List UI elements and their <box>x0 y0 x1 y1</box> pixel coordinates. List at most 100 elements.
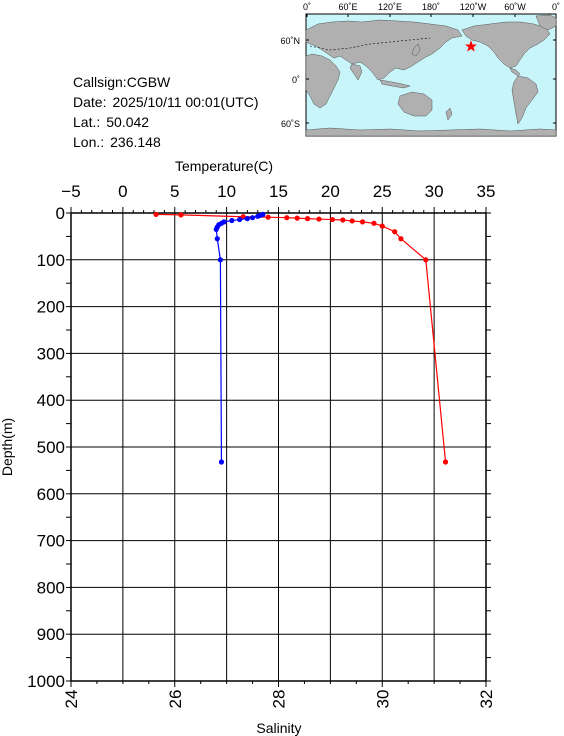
map-ticks <box>306 14 557 124</box>
salinity-tick-label: 26 <box>166 690 185 709</box>
depth-axis-title: Depth(m) <box>0 418 15 476</box>
temperature-line <box>156 213 447 463</box>
temperature-tick-label: 30 <box>425 182 444 201</box>
land-africa <box>305 53 341 109</box>
temperature-axis-title: Temperature(C) <box>175 158 273 174</box>
temperature-tick-label: 0 <box>118 182 127 201</box>
temperature-point <box>153 211 159 218</box>
lat-value: 50.042 <box>106 114 150 130</box>
callsign-value: CGBW <box>126 74 171 90</box>
map-longitude-labels: 0˚ 60˚E 120˚E 180˚ 120˚W 60˚W 0˚ <box>303 2 560 12</box>
temperature-point <box>240 214 246 220</box>
map-land <box>305 14 557 137</box>
map-lon-label: 60˚W <box>504 2 526 12</box>
depth-tick-label: 600 <box>37 485 65 504</box>
map-lat-label: 60˚N <box>280 36 300 46</box>
temperature-point <box>316 216 322 222</box>
world-map: 0˚ 60˚E 120˚E 180˚ 120˚W 60˚W 0˚ 60˚N 0˚ 60˚S <box>280 2 560 137</box>
callsign-row: Callsign:CGBW <box>73 72 259 92</box>
depth-tick-label: 1000 <box>27 672 65 691</box>
map-lon-label: 0˚ <box>552 2 560 12</box>
temperature-point <box>284 215 290 221</box>
salinity-point <box>213 226 219 232</box>
land-greenland <box>535 14 557 31</box>
land-antarctica <box>305 127 557 137</box>
date-row: Date: 2025/10/11 00:01(UTC) <box>73 92 259 112</box>
land-indonesia <box>379 79 411 89</box>
temperature-tick-label: 25 <box>373 182 392 201</box>
salinity-point <box>244 216 250 222</box>
salinity-tick-label: 30 <box>373 690 392 709</box>
salinity-tick-label: 28 <box>270 690 289 709</box>
depth-tick-label: 700 <box>37 532 65 551</box>
plot-frame <box>70 212 487 682</box>
temperature-point <box>265 214 271 220</box>
temperature-tick-labels: −5 0 5 10 15 20 25 30 35 <box>61 182 495 201</box>
temperature-point <box>329 216 336 223</box>
temperature-point <box>294 215 300 221</box>
date-value: 2025/10/11 00:01(UTC) <box>112 94 259 110</box>
temperature-tick-label: 15 <box>269 182 288 201</box>
salinity-tick-label: 24 <box>62 690 81 709</box>
date-label: Date: <box>73 94 107 110</box>
salinity-axis-title: Salinity <box>256 720 301 736</box>
salinity-point <box>214 236 220 242</box>
temperature-point <box>392 229 398 235</box>
temperature-tick-label: −5 <box>61 182 80 201</box>
land-central-america <box>509 67 521 77</box>
salinity-point <box>236 216 243 223</box>
lon-value: 236.148 <box>110 134 161 150</box>
depth-tick-label: 900 <box>37 625 65 644</box>
salinity-point <box>255 213 261 219</box>
temperature-point <box>371 220 377 226</box>
depth-tick-labels: 0 100 200 300 400 500 600 700 800 900 1000 <box>27 204 65 691</box>
depth-tick-label: 100 <box>37 251 65 270</box>
salinity-point <box>217 257 223 263</box>
salinity-point <box>229 217 235 224</box>
lon-row: Lon.: 236.148 <box>73 132 259 152</box>
lat-label: Lat.: <box>73 114 101 130</box>
temperature-point <box>423 257 429 263</box>
depth-tick-label: 300 <box>37 344 65 363</box>
depth-tick-label: 800 <box>37 578 65 597</box>
map-latitude-labels: 60˚N 0˚ 60˚S <box>280 36 300 129</box>
land-japan <box>411 43 421 57</box>
salinity-tick-labels: 24 26 28 30 32 <box>62 690 496 709</box>
temperature-tick-label: 5 <box>170 182 179 201</box>
map-lon-label: 120˚E <box>378 2 402 12</box>
land-north-america <box>461 21 551 69</box>
temperature-tick-label: 35 <box>477 182 496 201</box>
grid-lines <box>71 213 486 681</box>
temperature-point <box>359 219 366 225</box>
station-marker-star-icon <box>465 40 477 52</box>
temperature-point <box>379 223 385 229</box>
station-info: Callsign:CGBW Date: 2025/10/11 00:01(UTC)… <box>73 72 259 152</box>
temperature-point <box>442 459 449 465</box>
salinity-point <box>218 459 225 465</box>
depth-tick-label: 400 <box>37 391 65 410</box>
temperature-point <box>340 217 346 223</box>
temperature-point <box>178 212 184 218</box>
lat-row: Lat.: 50.042 <box>73 112 259 132</box>
map-border-line <box>309 37 431 51</box>
map-lon-label: 120˚W <box>460 2 487 12</box>
temperature-point <box>349 218 355 224</box>
land-new-zealand <box>445 107 453 121</box>
data-series <box>153 211 449 465</box>
map-lat-label: 0˚ <box>292 75 300 85</box>
land-india <box>349 63 363 81</box>
temperature-point <box>304 216 311 222</box>
salinity-tick-label: 32 <box>477 690 496 709</box>
depth-tick-label: 0 <box>56 204 65 223</box>
temperature-tick-label: 20 <box>321 182 340 201</box>
temperature-tick-label: 10 <box>217 182 236 201</box>
salinity-line <box>215 213 264 462</box>
map-lat-label: 60˚S <box>281 119 300 129</box>
land-eurasia <box>305 19 463 81</box>
callsign-label: Callsign: <box>73 74 127 90</box>
land-south-america <box>511 75 539 125</box>
depth-tick-label: 200 <box>37 298 65 317</box>
map-lon-label: 180˚ <box>422 2 440 12</box>
map-lon-label: 0˚ <box>303 2 311 12</box>
